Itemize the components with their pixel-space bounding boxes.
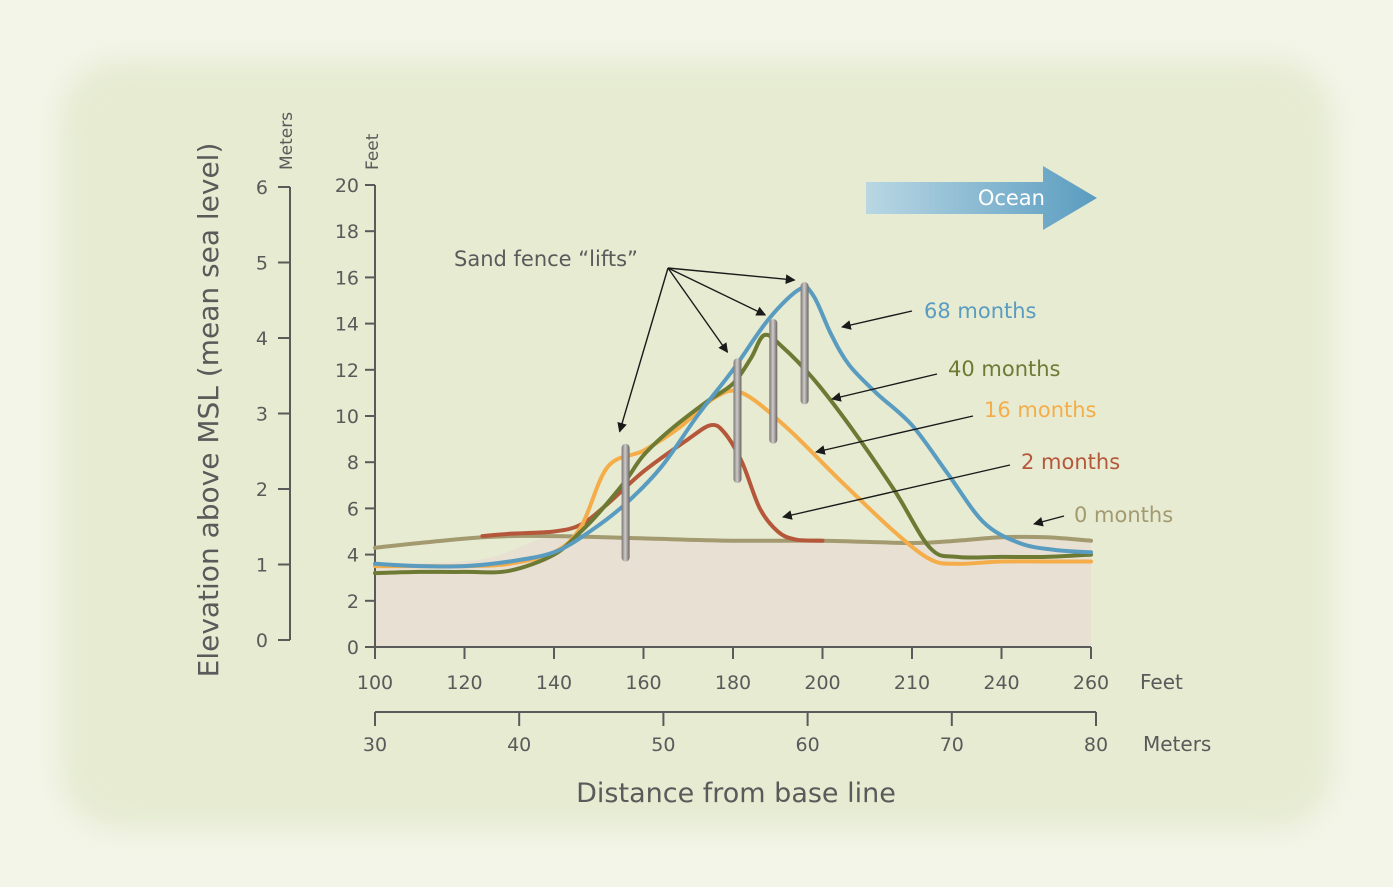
series-label-40-months: 40 months	[948, 357, 1061, 381]
series-line-68-months	[373, 285, 1093, 569]
series-label-68-months: 68 months	[924, 299, 1037, 323]
x-feet-tick-label: 260	[1073, 672, 1109, 694]
sand-area	[375, 534, 1091, 647]
y-feet-tick-label: 16	[335, 267, 359, 289]
series-pointer-arrow	[1033, 515, 1065, 527]
y-feet-tick-label: 6	[347, 498, 359, 520]
sand-fence-posts	[621, 282, 809, 562]
series-lines	[373, 285, 1093, 576]
x-feet-tick-label: 100	[357, 672, 393, 694]
y-meters-tick-label: 0	[256, 630, 268, 652]
x-axis-feet: 100 120 140 160 180 200 210 240 260	[357, 646, 1109, 694]
fence-callout-arrow	[667, 267, 796, 285]
series-pointer-arrow	[831, 373, 938, 402]
y-feet-tick-label: 10	[335, 406, 359, 428]
fence-callout-arrow	[617, 267, 669, 433]
fence-callout-arrow	[667, 267, 767, 316]
y-meters-tick-label: 6	[256, 177, 268, 199]
x-feet-tick-label: 160	[625, 672, 661, 694]
y-meters-tick-label: 5	[256, 253, 268, 275]
y-meters-tick-label: 3	[256, 404, 268, 426]
series-line-2-months	[480, 422, 825, 543]
series-pointer-arrow	[782, 464, 1011, 520]
x-feet-tick-label: 120	[446, 672, 482, 694]
x-meters-unit-label: Meters	[1143, 732, 1211, 756]
x-feet-tick-label: 140	[536, 672, 572, 694]
fence-callout-arrow	[667, 267, 729, 354]
y-axis-label: Elevation above MSL (mean sea level)	[192, 143, 225, 678]
sand-fence-post	[621, 443, 630, 562]
x-meters-tick-label: 50	[651, 734, 675, 756]
series-labels: 0 months 2 months 16 months 40 months 68 mon…	[782, 299, 1173, 527]
x-meters-tick-label: 70	[940, 734, 964, 756]
x-axis-meters: 30 40 50 60 70 80	[363, 711, 1108, 756]
y-meters-tick-label: 4	[256, 328, 268, 350]
y-feet-tick-label: 2	[347, 591, 359, 613]
sand-fence-post	[733, 358, 742, 483]
x-feet-tick-label: 180	[715, 672, 751, 694]
x-meters-tick-label: 60	[796, 734, 820, 756]
x-meters-tick-label: 80	[1084, 734, 1108, 756]
sand-fence-label: Sand fence “lifts”	[454, 247, 638, 271]
x-meters-tick-label: 30	[363, 734, 387, 756]
y-feet-tick-label: 4	[347, 545, 359, 567]
sand-fence-post	[769, 318, 778, 444]
ocean-arrow-shape	[866, 166, 1097, 230]
series-label-0-months: 0 months	[1074, 503, 1173, 527]
x-feet-unit-label: Feet	[1140, 670, 1183, 694]
x-meters-tick-label: 40	[507, 734, 531, 756]
ocean-arrow: Ocean	[866, 166, 1097, 230]
y-meters-unit-label: Meters	[277, 112, 297, 170]
y-feet-tick-label: 12	[335, 360, 359, 382]
x-axis-label: Distance from base line	[576, 778, 896, 809]
y-feet-tick-label: 20	[335, 175, 359, 197]
series-label-16-months: 16 months	[984, 398, 1097, 422]
series-label-2-months: 2 months	[1021, 450, 1120, 474]
panel-background	[60, 60, 1333, 830]
y-feet-unit-label: Feet	[363, 133, 383, 170]
series-pointer-arrow	[815, 415, 974, 455]
y-axis-meters: 0 1 2 3 4 5 6	[256, 177, 291, 652]
sand-fence-post	[800, 282, 809, 405]
y-feet-tick-label: 18	[335, 221, 359, 243]
x-feet-tick-label: 210	[894, 672, 930, 694]
fence-callout-arrows	[617, 267, 796, 433]
x-feet-tick-label: 240	[983, 672, 1019, 694]
y-axis-feet: 0 2 4 6 8 10 12 14 16 18 20	[335, 175, 376, 659]
x-feet-tick-label: 200	[804, 672, 840, 694]
ocean-label: Ocean	[978, 186, 1045, 210]
series-pointer-arrow	[841, 310, 913, 330]
y-meters-tick-label: 2	[256, 479, 268, 501]
y-feet-tick-label: 0	[347, 637, 359, 659]
series-line-40-months	[373, 332, 1093, 576]
y-feet-tick-label: 14	[335, 314, 359, 336]
y-meters-tick-label: 1	[256, 555, 268, 577]
y-feet-tick-label: 8	[347, 452, 359, 474]
